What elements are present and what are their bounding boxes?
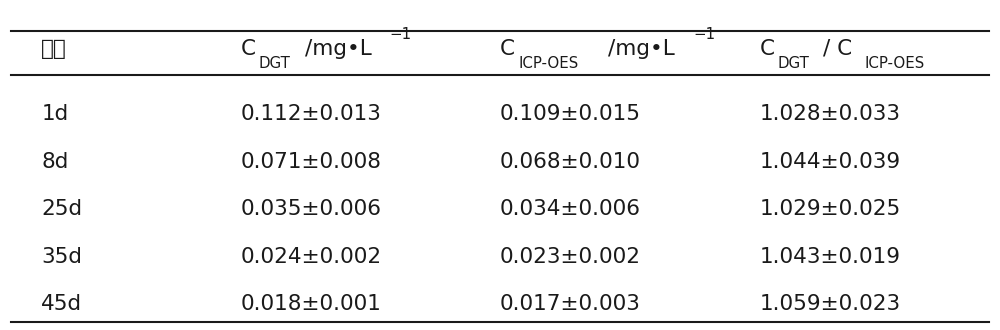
- Text: ICP-OES: ICP-OES: [865, 56, 925, 71]
- Text: / C: / C: [823, 39, 852, 59]
- Text: 1d: 1d: [41, 104, 69, 124]
- Text: 0.068±0.010: 0.068±0.010: [500, 152, 641, 172]
- Text: 1.059±0.023: 1.059±0.023: [759, 294, 900, 314]
- Text: 0.018±0.001: 0.018±0.001: [241, 294, 382, 314]
- Text: C: C: [759, 39, 774, 59]
- Text: C: C: [500, 39, 515, 59]
- Text: /mg•L: /mg•L: [608, 39, 675, 59]
- Text: 45d: 45d: [41, 294, 82, 314]
- Text: 0.034±0.006: 0.034±0.006: [500, 199, 641, 219]
- Text: 0.071±0.008: 0.071±0.008: [241, 152, 382, 172]
- Text: DGT: DGT: [777, 56, 809, 71]
- Text: 0.112±0.013: 0.112±0.013: [241, 104, 382, 124]
- Text: 35d: 35d: [41, 247, 82, 267]
- Text: 0.109±0.015: 0.109±0.015: [500, 104, 641, 124]
- Text: 0.024±0.002: 0.024±0.002: [241, 247, 382, 267]
- Text: 1.044±0.039: 1.044±0.039: [759, 152, 900, 172]
- Text: ICP-OES: ICP-OES: [518, 56, 578, 71]
- Text: 0.017±0.003: 0.017±0.003: [500, 294, 641, 314]
- Text: 25d: 25d: [41, 199, 82, 219]
- Text: /mg•L: /mg•L: [305, 39, 371, 59]
- Text: DGT: DGT: [259, 56, 291, 71]
- Text: 1.043±0.019: 1.043±0.019: [759, 247, 900, 267]
- Text: C: C: [241, 39, 256, 59]
- Text: −1: −1: [389, 27, 411, 42]
- Text: 1.028±0.033: 1.028±0.033: [759, 104, 900, 124]
- Text: 8d: 8d: [41, 152, 69, 172]
- Text: 0.023±0.002: 0.023±0.002: [500, 247, 641, 267]
- Text: 0.035±0.006: 0.035±0.006: [241, 199, 382, 219]
- Text: −1: −1: [693, 27, 715, 42]
- Text: 1.029±0.025: 1.029±0.025: [759, 199, 901, 219]
- Text: 天数: 天数: [41, 39, 67, 59]
